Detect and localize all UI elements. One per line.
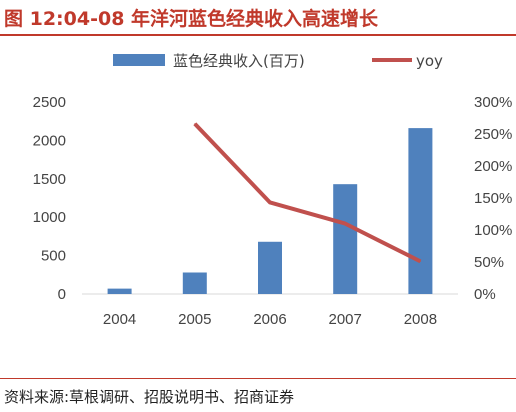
bar-series	[107, 128, 433, 294]
left-tick-label: 500	[41, 248, 66, 265]
title-bar: 图 12:04-08 年洋河蓝色经典收入高速增长	[0, 0, 516, 34]
yoy-series	[193, 122, 422, 264]
yoy-point-2007	[344, 223, 346, 225]
bar-2007	[333, 184, 358, 294]
left-tick-label: 1500	[33, 171, 66, 188]
x-tick-label: 2008	[404, 311, 437, 328]
source-divider	[0, 378, 516, 379]
legend-label-revenue: 蓝色经典收入(百万)	[173, 52, 305, 70]
bar-2008	[408, 128, 433, 294]
right-tick-label: 50%	[474, 254, 504, 271]
yoy-point-2006	[269, 201, 271, 203]
right-tick-label: 100%	[474, 222, 512, 239]
left-tick-label: 2500	[33, 94, 66, 111]
right-axis: 0% 50% 100% 150% 200% 250% 300%	[474, 94, 512, 303]
x-tick-label: 2007	[329, 311, 362, 328]
x-axis: 2004 2005 2006 2007 2008	[103, 311, 437, 328]
right-tick-label: 200%	[474, 158, 512, 175]
bar-2006	[258, 241, 282, 294]
left-axis: 0 500 1000 1500 2000 2500	[33, 94, 66, 303]
left-tick-label: 1000	[33, 209, 66, 226]
right-tick-label: 0%	[474, 286, 496, 303]
source-note: 资料来源:草根调研、招股说明书、招商证券	[4, 388, 295, 406]
x-tick-label: 2005	[178, 311, 211, 328]
right-tick-label: 150%	[474, 190, 512, 207]
right-tick-label: 250%	[474, 126, 512, 143]
x-tick-label: 2006	[253, 311, 286, 328]
chart-title: 图 12:04-08 年洋河蓝色经典收入高速增长	[4, 8, 379, 30]
legend-swatch-revenue	[113, 54, 165, 66]
yoy-point-2008	[419, 260, 421, 262]
yoy-line	[193, 122, 422, 264]
legend-label-yoy: yoy	[416, 52, 443, 70]
yoy-point-2005	[194, 123, 196, 125]
bar-2005	[182, 272, 207, 294]
right-tick-label: 300%	[474, 94, 512, 111]
x-tick-label: 2004	[103, 311, 136, 328]
title-divider	[0, 34, 516, 36]
left-tick-label: 0	[58, 286, 66, 303]
left-tick-label: 2000	[33, 132, 66, 149]
legend: 蓝色经典收入(百万) yoy	[113, 52, 443, 70]
bar-2004	[107, 288, 132, 294]
chart-canvas: 蓝色经典收入(百万) yoy 0 500 1000 1500 2000 2500 0% 50%…	[33, 52, 513, 328]
